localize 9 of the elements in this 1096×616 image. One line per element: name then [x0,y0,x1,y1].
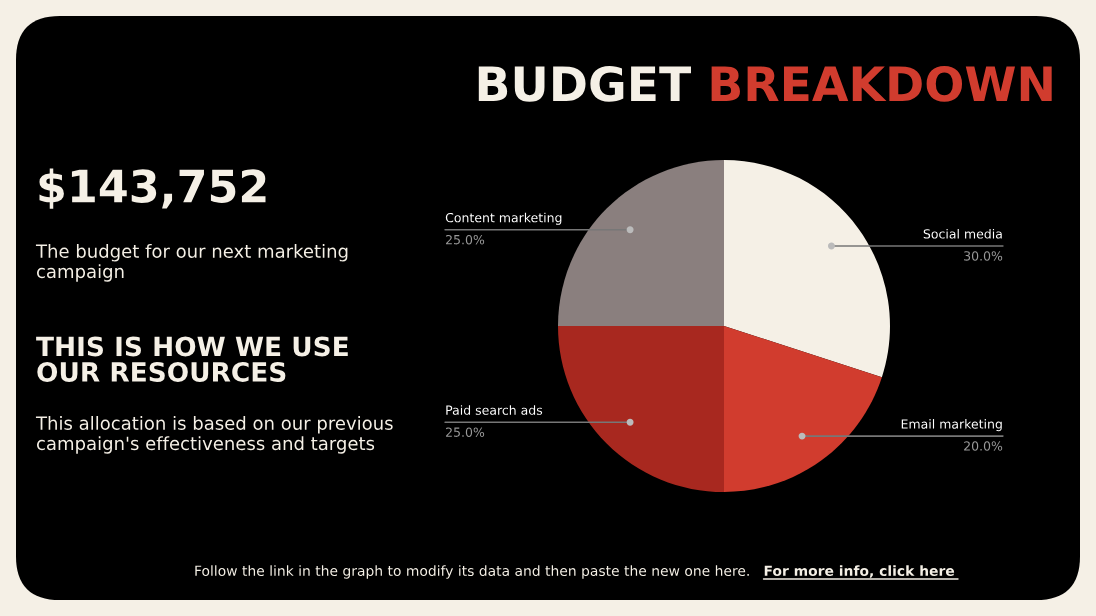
text: THIS IS HOW WE USE OUR RESOURCES [36,336,348,382]
pie-slice [724,326,882,492]
text: $143,752 [39,168,266,209]
pie-slice [558,160,724,326]
chart-title: BUDGET BREAKDOWN [478,65,1052,102]
text: The budget for our next marketing campaign [35,244,348,282]
pie-slice [724,160,890,378]
pie-slice [558,326,724,492]
text: This allocation is based on our previous campaign's effectiveness and targets [35,416,393,454]
